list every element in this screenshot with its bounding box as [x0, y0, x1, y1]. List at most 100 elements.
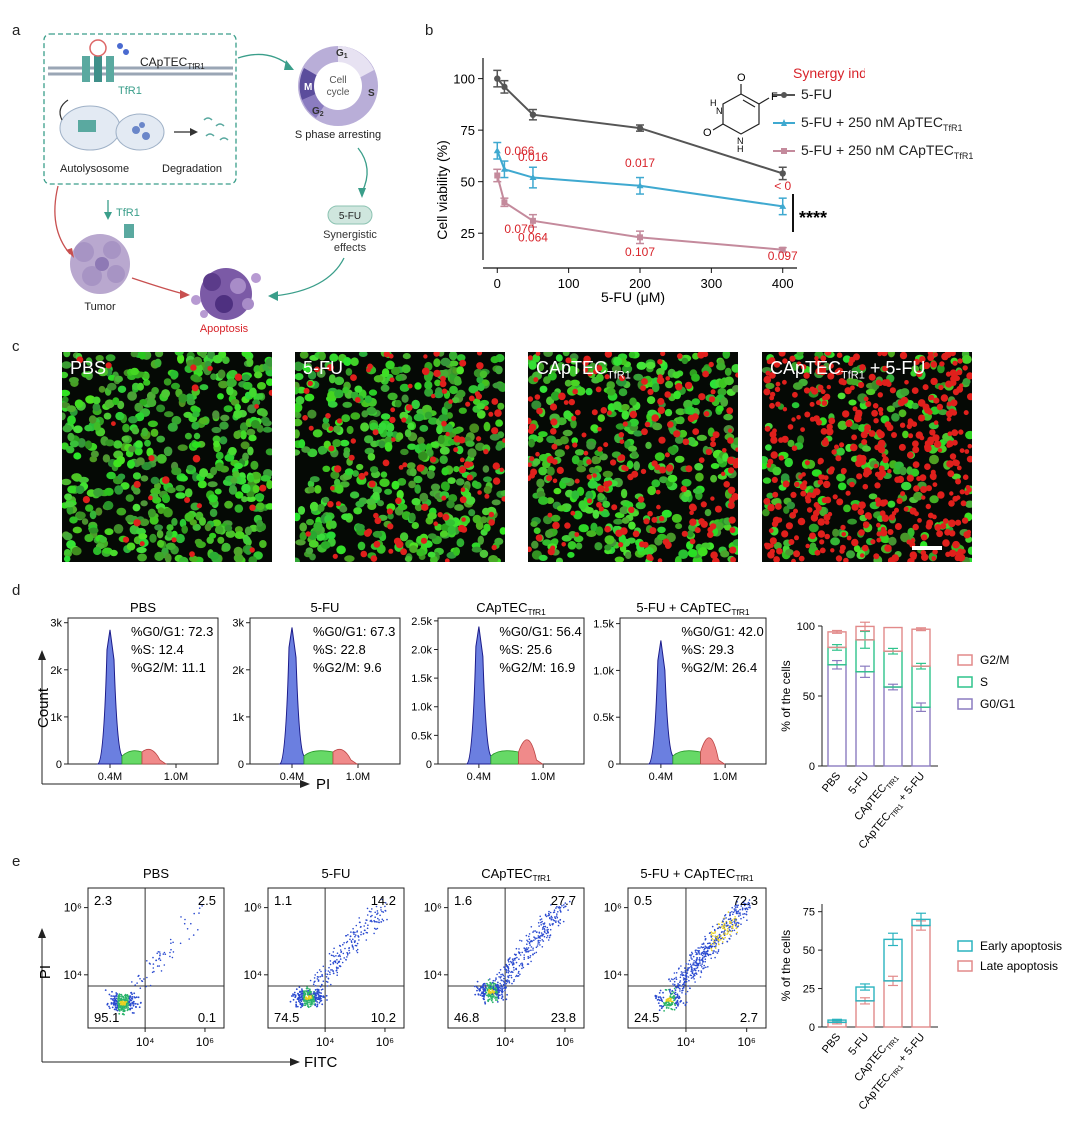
flow-event-dot: [326, 973, 329, 976]
red-cell: [809, 416, 815, 422]
red-cell: [949, 491, 954, 496]
red-cell: [910, 554, 917, 560]
red-cell: [863, 396, 869, 402]
green-cell: [130, 352, 138, 358]
flow-event-dot: [720, 937, 722, 940]
green-cell: [242, 452, 249, 461]
flow-y-tick-label: 10⁶: [244, 901, 262, 915]
green-cell: [447, 477, 456, 484]
red-cell: [603, 442, 609, 448]
flow-event-dot: [169, 955, 171, 958]
green-cell: [85, 357, 93, 366]
flow-event-dot: [712, 950, 715, 952]
flow-event-dot: [715, 943, 718, 945]
green-cell: [500, 490, 505, 497]
flow-event-dot: [723, 922, 726, 925]
flow-event-dot: [528, 935, 530, 938]
green-cell: [256, 519, 264, 527]
flow-event-dot: [292, 998, 295, 1001]
flow-event-dot: [314, 980, 316, 983]
red-cell: [941, 352, 949, 361]
flow-event-dot: [126, 1002, 128, 1005]
red-cell: [764, 425, 771, 432]
flow-event-dot: [483, 998, 485, 1001]
flow-event-dot: [731, 923, 734, 926]
histogram-y-tick-label: 1.0k: [411, 702, 432, 714]
flow-event-dot: [542, 926, 544, 929]
flow-event-dot: [489, 978, 491, 980]
flow-event-dot: [682, 977, 685, 979]
red-cell: [395, 497, 402, 505]
red-cell: [948, 461, 953, 466]
flow-event-dot: [680, 985, 683, 987]
pi-axis-arrowhead: [300, 780, 310, 788]
red-cell: [600, 407, 608, 414]
red-cell: [388, 548, 394, 554]
green-cell: [67, 432, 75, 442]
flow-event-dot: [684, 967, 686, 969]
green-cell: [439, 446, 450, 455]
flow-event-dot: [724, 928, 727, 931]
flow-event-dot: [540, 932, 543, 934]
flow-event-dot: [149, 984, 152, 987]
flow-event-dot: [117, 1002, 120, 1005]
green-cell: [250, 460, 259, 470]
stacked-bar-segment: [827, 664, 847, 767]
green-cell: [578, 500, 587, 510]
red-cell: [657, 359, 663, 365]
green-cell: [155, 352, 164, 358]
green-cell: [265, 448, 272, 456]
flow-event-dot: [128, 1003, 131, 1006]
green-cell: [962, 378, 971, 386]
red-cell: [689, 510, 694, 515]
viability-x-axis-label: 5-FU (μM): [601, 289, 665, 305]
green-cell: [114, 375, 123, 383]
green-cell: [177, 444, 188, 451]
flow-event-dot: [691, 951, 693, 954]
flow-event-dot: [742, 901, 745, 903]
green-cell: [74, 399, 84, 408]
red-cell: [586, 474, 592, 480]
green-cell: [887, 500, 896, 508]
green-cell: [259, 540, 267, 548]
red-cell: [439, 380, 447, 388]
flow-event-dot: [538, 925, 540, 927]
green-cell: [491, 499, 501, 506]
red-cell: [949, 453, 957, 460]
green-cell: [422, 404, 432, 414]
green-cell: [378, 440, 386, 449]
flow-event-dot: [561, 904, 563, 907]
flow-event-dot: [136, 1003, 139, 1006]
green-cell: [792, 382, 803, 390]
red-cell: [820, 389, 826, 395]
red-cell: [389, 377, 395, 383]
red-cell: [700, 501, 707, 508]
flow-event-dot: [730, 935, 732, 937]
histogram-title: 5-FU + CApTECTfR1: [636, 600, 750, 617]
red-cell: [658, 436, 666, 444]
red-cell: [698, 518, 705, 525]
flow-event-dot: [719, 939, 722, 941]
green-cell: [665, 380, 674, 389]
flow-event-dot: [335, 969, 338, 972]
flow-event-dot: [111, 1006, 114, 1009]
green-cell: [674, 455, 685, 463]
green-cell: [179, 475, 188, 482]
flow-event-dot: [117, 1008, 120, 1011]
green-cell: [266, 479, 272, 490]
flow-event-dot: [496, 1001, 499, 1003]
red-cell: [810, 514, 819, 522]
red-cell: [492, 462, 500, 470]
red-cell: [898, 443, 906, 451]
flow-event-dot: [328, 952, 331, 955]
flow-event-dot: [518, 970, 520, 973]
green-cell: [531, 540, 539, 549]
flow-event-dot: [508, 970, 510, 973]
flow-event-dot: [333, 955, 335, 958]
red-cell: [775, 503, 782, 510]
green-cell: [787, 439, 795, 447]
red-cell: [949, 369, 957, 377]
green-cell: [439, 455, 448, 464]
green-cell: [551, 538, 559, 545]
red-cell: [958, 429, 964, 435]
